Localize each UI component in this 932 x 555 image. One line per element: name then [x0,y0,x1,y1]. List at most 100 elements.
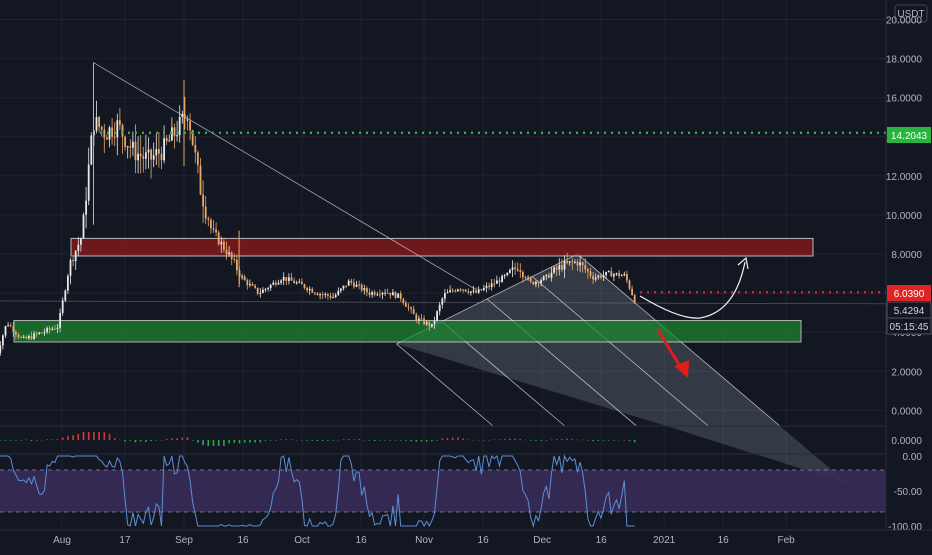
channel-line [532,276,709,427]
annotation-layer [639,256,749,378]
candle-body [412,309,415,315]
candle-body [298,281,301,283]
candle-body [87,164,90,201]
candle-body [308,288,311,291]
candle-body [568,261,571,263]
candle-body [417,318,420,321]
momentum-bar [597,440,600,441]
momentum-bar [223,440,225,446]
candle-body [228,252,230,255]
momentum-bar [602,440,605,441]
candle-body [342,285,345,289]
candle-body [66,275,69,291]
momentum-bar [98,432,100,440]
momentum-bar [238,440,241,444]
candle-body [563,260,566,270]
candle-body [194,144,197,153]
momentum-bar [207,440,210,446]
candle-body [150,149,152,160]
momentum-bar [467,439,470,441]
momentum-bar [618,439,620,441]
candle-body [511,267,514,270]
candle-body [459,289,462,291]
momentum-bar [514,438,516,440]
candle-body [59,313,61,328]
candle-body [628,280,631,289]
quote-unit-badge[interactable] [894,4,928,23]
price-tick-label: 12.0000 [886,172,923,183]
momentum-bar [540,440,542,441]
candle-body [423,318,425,325]
candle-body [20,337,22,339]
momentum-bar [301,439,303,441]
candle-body [363,288,366,291]
candle-body [64,290,67,301]
candle-body [579,262,581,266]
candle-body [402,298,405,303]
candle-body [38,332,41,334]
candle-body [7,325,9,327]
momentum-bar [457,437,459,440]
candle-body [620,275,623,277]
candle-body [303,284,306,288]
candle-body [196,152,199,166]
candle-body [282,277,285,281]
candle-body [124,136,126,147]
candle-body [100,126,103,130]
momentum-bar [363,439,366,441]
candle-body [74,250,77,262]
time-tick-label: Sep [175,535,193,546]
candle-body [176,135,178,137]
rsi-tick-label: -100.00 [888,522,922,533]
candle-body [9,325,12,327]
candle-body [573,261,576,263]
candle-body [183,114,186,119]
rsi-tick-label: 0.00 [903,452,923,463]
momentum-bar [134,440,137,443]
candle-body [209,219,212,229]
time-tick-label: 16 [478,535,490,546]
momentum-bar [4,440,7,441]
momentum-bar [623,439,626,441]
momentum-bar [280,439,282,441]
momentum-bar [295,439,298,441]
momentum-bar [155,440,158,441]
candle-body [233,258,236,260]
momentum-bar [160,439,163,441]
candle-body [85,200,87,215]
candle-body [589,271,592,276]
candle-body [592,275,594,280]
momentum-bar [181,437,184,440]
momentum-bar [488,439,490,441]
candle-body [332,297,334,299]
momentum-bar [61,437,64,440]
candle-body [360,284,363,291]
candle-body [274,282,277,285]
momentum-bar [581,439,584,441]
momentum-bar [555,439,558,440]
momentum-bar [72,435,74,440]
momentum-bar [77,433,80,440]
momentum-bar [202,440,204,446]
candle-body [625,274,628,281]
candle-body [506,272,509,276]
momentum-bar [46,439,48,440]
momentum-bar [535,440,537,441]
candle-body [293,280,295,284]
candle-body [553,267,555,273]
candle-body [256,287,259,294]
candle-body [347,280,350,286]
candle-body [191,130,194,145]
candle-body [254,285,256,288]
candle-body [72,260,74,262]
candle-body [324,294,327,296]
momentum-bar [436,440,438,441]
momentum-bar [275,440,277,441]
candle-body [350,280,353,283]
momentum-bar [93,432,95,440]
candle-body [485,285,488,289]
momentum-bar [87,432,90,440]
price-tick-label: 20.0000 [886,16,923,27]
time-axis[interactable]: Aug 17 Sep 16 Oct 16 Nov 16 Dec 16 2021 16 Feb [53,535,795,546]
